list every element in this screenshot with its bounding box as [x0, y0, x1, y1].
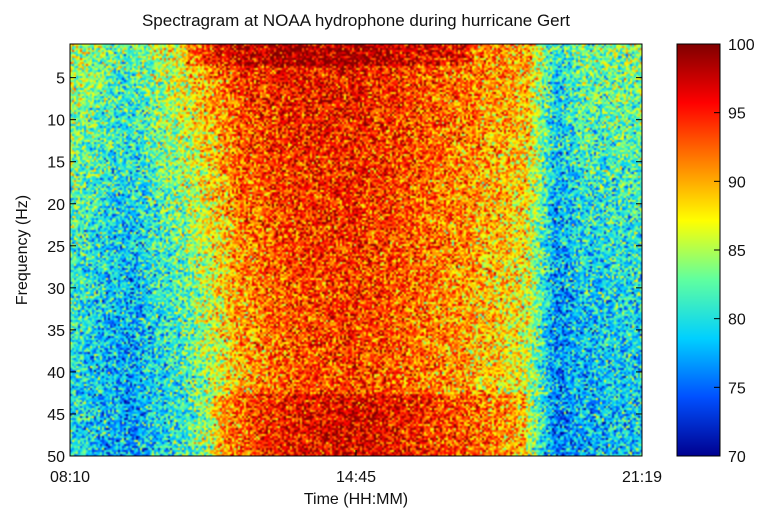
- y-axis: 5 10 15 20 25 30 35 40 45 50: [47, 71, 642, 466]
- x-tick-label: 21:19: [622, 469, 662, 486]
- colorbar-tick-label: 85: [728, 243, 746, 260]
- y-tick-label: 50: [47, 449, 65, 466]
- x-tick-label: 14:45: [336, 469, 376, 486]
- colorbar-ticks: 70 75 80 85 90 95 100: [714, 37, 755, 466]
- colorbar-tick-label: 75: [728, 380, 746, 397]
- y-tick-label: 45: [47, 407, 65, 424]
- y-tick-label: 35: [47, 323, 65, 340]
- colorbar-tick-label: 90: [728, 174, 746, 191]
- colorbar-tick-label: 70: [728, 449, 746, 466]
- colorbar-gradient: [676, 43, 721, 457]
- spectrogram-heatmap: [70, 44, 642, 456]
- colorbar-tick-label: 100: [728, 37, 755, 54]
- y-tick-label: 25: [47, 239, 65, 256]
- colorbar-tick-label: 80: [728, 312, 746, 329]
- y-tick-label: 10: [47, 113, 65, 130]
- y-tick-label: 20: [47, 197, 65, 214]
- chart-title: Spectragram at NOAA hydrophone during hu…: [142, 11, 570, 30]
- y-tick-label: 15: [47, 155, 65, 172]
- colorbar-tick-label: 95: [728, 106, 746, 123]
- x-tick-label: 08:10: [50, 469, 90, 486]
- colorbar: 70 75 80 85 90 95 100: [676, 37, 755, 466]
- y-axis-label: Frequency (Hz): [14, 195, 31, 305]
- x-axis: 08:10 14:45 21:19: [50, 450, 662, 486]
- x-axis-label: Time (HH:MM): [304, 491, 408, 508]
- plot-area: [69, 43, 643, 457]
- y-tick-label: 30: [47, 281, 65, 298]
- y-tick-label: 5: [56, 71, 65, 88]
- y-tick-label: 40: [47, 365, 65, 382]
